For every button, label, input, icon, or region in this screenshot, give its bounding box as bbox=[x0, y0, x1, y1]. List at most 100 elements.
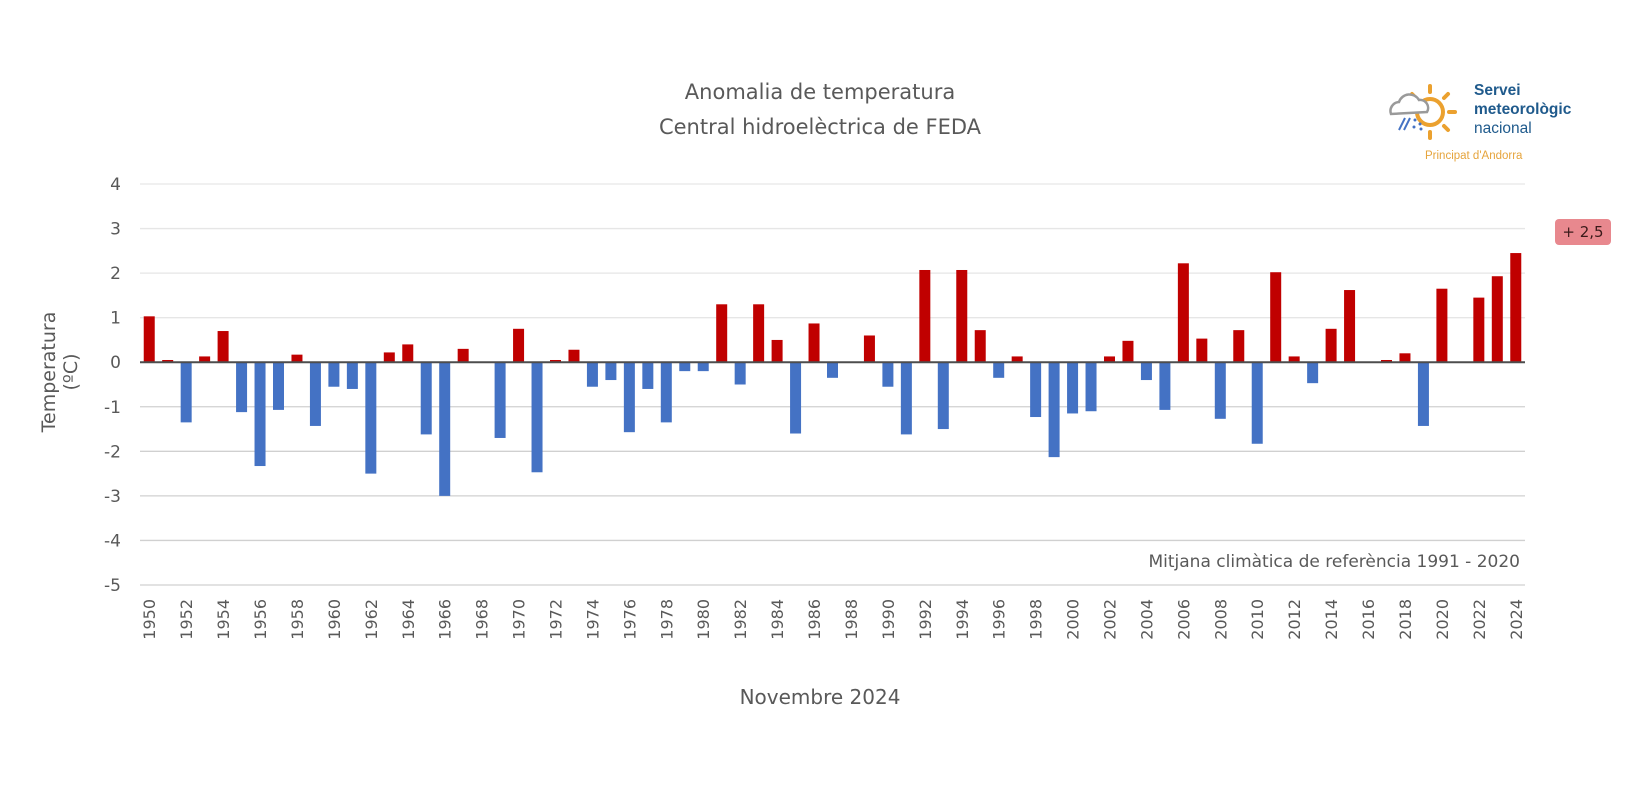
chart-subtitle: Central hidroelèctrica de FEDA bbox=[658, 115, 982, 139]
bar-2019 bbox=[1417, 362, 1429, 426]
x-tick-label: 1986 bbox=[805, 599, 824, 640]
x-tick-label: 1998 bbox=[1027, 599, 1046, 640]
logo-subtitle: Principat d'Andorra bbox=[1425, 150, 1523, 162]
bar-1956 bbox=[254, 362, 266, 467]
bar-2023 bbox=[1491, 276, 1503, 363]
bar-1975 bbox=[605, 362, 617, 381]
x-tick-label: 2014 bbox=[1322, 599, 1341, 640]
x-tick-label: 2000 bbox=[1064, 599, 1083, 640]
bar-1990 bbox=[882, 362, 894, 387]
x-axis-title: Novembre 2024 bbox=[739, 685, 901, 709]
bar-1984 bbox=[771, 339, 783, 363]
x-tick-label: 1960 bbox=[325, 599, 344, 640]
x-tick-label: 1984 bbox=[768, 599, 787, 640]
bar-2002 bbox=[1104, 356, 1115, 363]
x-tick-label: 1954 bbox=[214, 599, 233, 640]
bar-1960 bbox=[328, 362, 340, 387]
bar-1957 bbox=[273, 362, 284, 410]
bar-1961 bbox=[346, 362, 358, 389]
bar-1993 bbox=[937, 362, 949, 430]
x-tick-label: 1962 bbox=[362, 599, 381, 640]
y-tick-label: 2 bbox=[110, 264, 121, 284]
x-tick-label: 1976 bbox=[620, 599, 639, 640]
bar-1998 bbox=[1030, 362, 1042, 418]
x-tick-label: 2012 bbox=[1285, 599, 1304, 640]
bar-1985 bbox=[790, 362, 802, 434]
logo-line1: Servei bbox=[1474, 82, 1521, 99]
bar-1963 bbox=[383, 352, 395, 363]
bar-2022 bbox=[1473, 297, 1485, 363]
x-tick-label: 1950 bbox=[140, 599, 159, 640]
y-tick-label: 3 bbox=[110, 220, 121, 240]
bar-1992 bbox=[919, 269, 931, 363]
bar-1976 bbox=[623, 362, 635, 433]
x-tick-label: 1990 bbox=[879, 599, 898, 640]
bar-2015 bbox=[1344, 290, 1356, 363]
bar-1951 bbox=[162, 359, 174, 363]
bar-1959 bbox=[309, 362, 321, 426]
annotation-label: + 2,5 bbox=[1555, 219, 1611, 245]
bar-1966 bbox=[439, 362, 451, 496]
bar-2005 bbox=[1159, 362, 1171, 410]
x-tick-label: 2008 bbox=[1211, 599, 1230, 640]
bar-1954 bbox=[217, 331, 229, 363]
y-tick-label: -1 bbox=[104, 398, 121, 418]
bar-2013 bbox=[1307, 362, 1319, 384]
x-tick-label: 1992 bbox=[916, 599, 935, 640]
y-tick-label: -2 bbox=[104, 442, 121, 462]
x-tick-label: 1964 bbox=[399, 599, 418, 640]
logo-line3: nacional bbox=[1474, 120, 1532, 137]
bar-1972 bbox=[550, 359, 561, 363]
bar-1999 bbox=[1048, 362, 1060, 458]
x-tick-label: 1974 bbox=[583, 599, 602, 640]
bar-2014 bbox=[1325, 328, 1337, 363]
bar-2004 bbox=[1140, 362, 1152, 381]
x-tick-label: 2020 bbox=[1433, 599, 1452, 640]
bar-1979 bbox=[679, 362, 691, 372]
bar-1967 bbox=[457, 348, 469, 363]
x-tick-label: 2006 bbox=[1174, 599, 1193, 640]
bar-1977 bbox=[642, 362, 654, 389]
x-tick-label: 1956 bbox=[251, 599, 270, 640]
bar-1962 bbox=[365, 362, 377, 474]
bar-1986 bbox=[808, 323, 820, 363]
y-tick-label: 4 bbox=[110, 175, 121, 195]
y-tick-label: 0 bbox=[110, 353, 121, 373]
bar-2010 bbox=[1251, 362, 1263, 444]
x-tick-label: 2024 bbox=[1507, 599, 1526, 640]
x-tick-label: 2016 bbox=[1359, 599, 1378, 640]
bar-1978 bbox=[660, 362, 672, 423]
bar-1971 bbox=[531, 362, 543, 473]
bar-2000 bbox=[1067, 362, 1079, 414]
x-tick-label: 2022 bbox=[1470, 599, 1489, 640]
bar-1981 bbox=[716, 304, 728, 363]
y-tick-label: -3 bbox=[104, 487, 121, 507]
bar-1991 bbox=[900, 362, 912, 435]
bar-1970 bbox=[513, 328, 525, 363]
bar-1996 bbox=[993, 362, 1005, 378]
bar-1983 bbox=[753, 304, 765, 363]
y-tick-label: -5 bbox=[104, 576, 121, 596]
x-tick-label: 1970 bbox=[510, 599, 529, 640]
logo-line2: meteorològic bbox=[1474, 101, 1572, 118]
bar-1982 bbox=[734, 362, 746, 385]
bar-1980 bbox=[697, 362, 709, 372]
bar-1995 bbox=[974, 330, 986, 363]
x-tick-label: 1958 bbox=[288, 599, 307, 640]
x-tick-label: 2010 bbox=[1248, 599, 1267, 640]
bar-1989 bbox=[863, 335, 875, 363]
bar-1969 bbox=[494, 362, 506, 438]
x-tick-label: 1980 bbox=[694, 599, 713, 640]
x-tick-label: 1978 bbox=[657, 599, 676, 640]
x-tick-label: 1996 bbox=[990, 599, 1009, 640]
x-tick-label: 1982 bbox=[731, 599, 750, 640]
bar-2006 bbox=[1177, 263, 1189, 363]
y-axis-title: Temperatura (ºC) bbox=[38, 311, 82, 433]
bar-2009 bbox=[1233, 330, 1245, 363]
bar-2011 bbox=[1270, 272, 1282, 363]
bar-1955 bbox=[236, 362, 248, 413]
x-tick-label: 1966 bbox=[436, 599, 455, 640]
bar-2008 bbox=[1214, 362, 1226, 419]
